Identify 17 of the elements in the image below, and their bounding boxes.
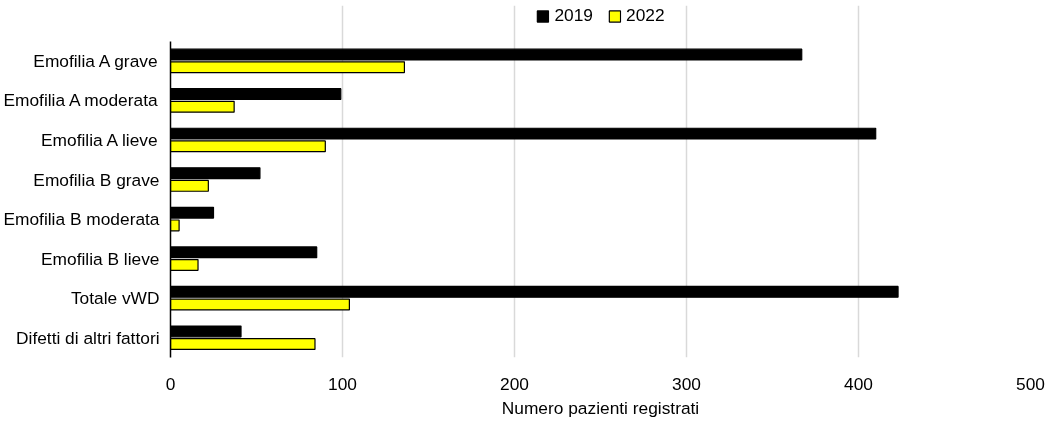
y-tick-label: Emofilia A moderata <box>3 90 158 111</box>
x-tick-label: 100 <box>328 373 357 394</box>
y-tick-label: Emofilia B lieve <box>41 248 160 269</box>
y-tick-label: Emofilia B grave <box>33 169 160 190</box>
y-tick-label: Emofilia A lieve <box>41 129 158 150</box>
x-tick-label: 400 <box>844 373 873 394</box>
x-tick-label: 0 <box>165 373 176 394</box>
y-tick-label: Totale vWD <box>70 288 160 309</box>
legend-label: 2022 <box>626 5 665 26</box>
y-tick-label: Emofilia B moderata <box>3 209 160 230</box>
x-tick-label: 200 <box>500 373 529 394</box>
x-tick-label: 300 <box>672 373 701 394</box>
y-tick-label: Emofilia A grave <box>33 50 158 71</box>
legend-label: 2019 <box>554 5 593 26</box>
y-tick-label: Difetti di altri fattori <box>16 327 160 348</box>
x-axis-title: Numero pazienti registrati <box>501 397 700 418</box>
x-tick-label: 500 <box>1016 373 1045 394</box>
